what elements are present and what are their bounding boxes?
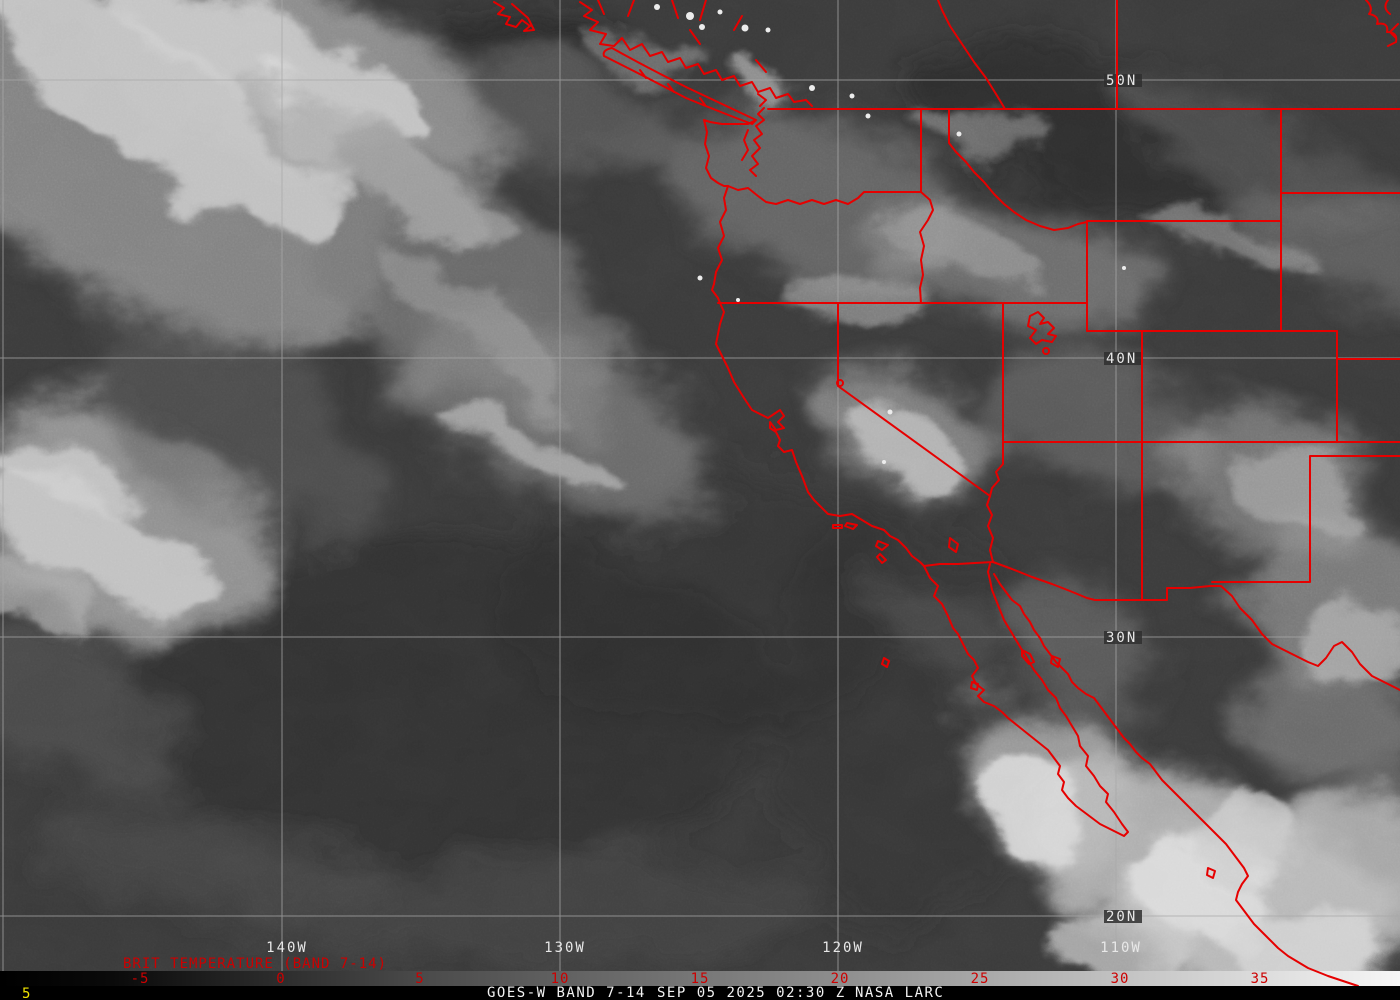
- colorbar-tick: 5: [415, 971, 424, 987]
- gulf-islands: [970, 649, 1216, 879]
- lon-label-140w: 140W: [266, 940, 308, 956]
- colorbar-tick: 20: [831, 971, 850, 987]
- border-mt-id: [948, 109, 1088, 231]
- border-bc-ab: [937, 0, 1006, 110]
- lat-label-40n: 40N: [1106, 351, 1137, 367]
- convective-cell-specks: [654, 4, 1126, 464]
- lat-label-20n: 20N: [1106, 909, 1137, 925]
- manitoba-lakes: [1365, 0, 1399, 47]
- coastline-baja-california: [923, 563, 1129, 837]
- brightness-temperature-colorbar: -5 0 5 10 15 20 25 30 35: [0, 971, 1400, 987]
- lon-label-110w: 110W: [1100, 940, 1142, 956]
- colorbar-tick: -5: [131, 971, 150, 987]
- lat-label-30n: 30N: [1106, 630, 1137, 646]
- coastline-haida-gwaii: [493, 1, 535, 32]
- coastline-bc-fjords: [579, 1, 813, 107]
- status-product-label: GOES-W BAND 7-14: [487, 985, 646, 1000]
- coastline-bc-inlets: [597, 0, 767, 73]
- coastline-vancouver-island: [602, 47, 757, 125]
- colorbar-gradient: [0, 971, 1400, 986]
- border-or-id-snake: [919, 191, 934, 304]
- lon-label-120w: 120W: [822, 940, 864, 956]
- border-wa-or-columbia-river: [727, 185, 922, 205]
- colorbar-tick: 35: [1251, 971, 1270, 987]
- colorbar-tick: 10: [551, 971, 570, 987]
- colorbar-tick: 30: [1111, 971, 1130, 987]
- colorbar-title: BRIT TEMPERATURE (BAND 7-14): [123, 956, 387, 972]
- guadalupe-island: [881, 657, 890, 668]
- utah-lake: [1042, 347, 1050, 355]
- latlon-grid: [0, 0, 1400, 974]
- status-scale-value: 5: [22, 986, 32, 1000]
- lat-label-50n: 50N: [1106, 73, 1137, 89]
- coastline-washington: [703, 119, 757, 187]
- lon-label-130w: 130W: [544, 940, 586, 956]
- channel-islands: [832, 522, 889, 564]
- border-nv-az-river: [989, 441, 1004, 497]
- colorbar-tick: 25: [971, 971, 990, 987]
- great-salt-lake: [1027, 311, 1057, 345]
- status-bar-background: [0, 986, 1400, 1000]
- border-us-mexico: [923, 561, 1400, 691]
- status-bar: 5 GOES-W BAND 7-14 SEP 05 2025 02:30 Z N…: [0, 985, 1400, 1000]
- salton-sea: [948, 537, 959, 553]
- border-tx-nm: [1211, 455, 1400, 583]
- status-credit: NASA LARC: [855, 985, 944, 1000]
- colorbar-tick: 0: [276, 971, 285, 987]
- status-timestamp: SEP 05 2025 02:30 Z: [657, 985, 846, 1000]
- map-boundaries-overlay: [493, 0, 1400, 987]
- coastline-puget-sound: [741, 93, 767, 177]
- coastline-pacific-west: [711, 185, 925, 567]
- colorbar-tick: 15: [691, 971, 710, 987]
- grid-labels: 50N 40N 30N 20N 140W 130W 120W 110W: [266, 73, 1142, 956]
- border-ca-nv: [837, 302, 994, 563]
- coastline-mainland-mexico: [993, 573, 1359, 987]
